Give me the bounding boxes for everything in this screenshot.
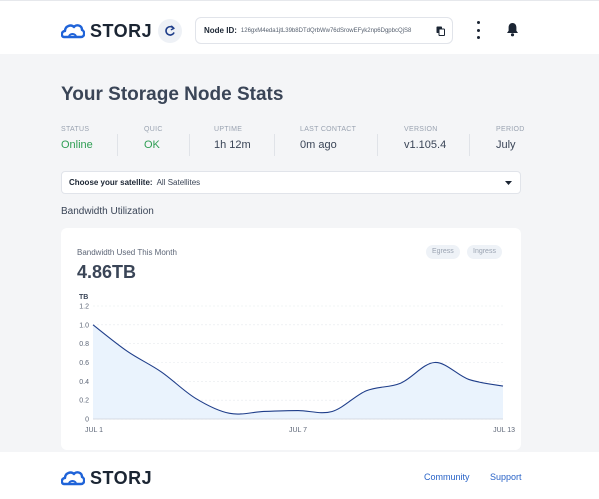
- satellite-select[interactable]: Choose your satellite: All Satellites: [61, 171, 521, 194]
- stat-value: July: [496, 139, 516, 151]
- bandwidth-chart: TB 0 0.2 0.4 0.6 0.8 1.0 1.2 JUL 1 JUL 7 JUL 13: [79, 294, 515, 434]
- stat-value: v1.105.4: [404, 139, 447, 151]
- bandwidth-card: Bandwidth Used This Month 4.86TB Egress …: [61, 228, 521, 450]
- stat-period: PERIOD July: [496, 126, 525, 160]
- page-title: Your Storage Node Stats: [61, 84, 284, 105]
- stat-label: VERSION: [404, 126, 438, 133]
- divider: [377, 134, 378, 156]
- caret-down-icon: [505, 181, 512, 185]
- divider: [469, 134, 470, 156]
- y-tick-label: 0: [85, 417, 89, 424]
- notifications-bell-icon[interactable]: [506, 22, 519, 42]
- stat-status: STATUS Online: [61, 126, 93, 160]
- stat-uptime: UPTIME 1h 12m: [214, 126, 251, 160]
- brand-name: STORJ: [90, 468, 153, 488]
- node-id-label: Node ID:: [204, 26, 237, 35]
- community-link[interactable]: Community: [424, 472, 470, 482]
- stat-label: LAST CONTACT: [300, 126, 357, 133]
- top-bar: STORJ Node ID: 126gxM4eda1jtL39b8DTdQrbW…: [0, 0, 599, 54]
- y-tick-label: 0.2: [79, 398, 89, 405]
- y-tick-label: 0.4: [79, 379, 89, 386]
- stat-label: QUIC: [144, 126, 163, 133]
- satellite-select-label: Choose your satellite:: [69, 178, 153, 187]
- stat-label: PERIOD: [496, 126, 525, 133]
- y-tick-label: 1.0: [79, 322, 89, 329]
- divider: [117, 134, 118, 156]
- card-title: Bandwidth Used This Month: [77, 248, 177, 257]
- x-tick-label: JUL 1: [85, 427, 103, 434]
- bandwidth-line: [92, 324, 504, 415]
- bandwidth-area: [93, 324, 503, 419]
- stat-version: VERSION v1.105.4: [404, 126, 446, 160]
- storj-cloud-icon: [61, 471, 85, 486]
- refresh-icon: [165, 25, 175, 36]
- copy-icon[interactable]: [436, 26, 445, 36]
- stat-value: 1h 12m: [214, 139, 251, 151]
- storj-logo[interactable]: STORJ: [61, 21, 152, 41]
- bandwidth-total: 4.86TB: [77, 262, 137, 282]
- refresh-button[interactable]: [158, 19, 182, 43]
- stat-last-contact: LAST CONTACT 0m ago: [300, 126, 356, 160]
- satellite-select-value: All Satellites: [156, 178, 201, 187]
- section-title: Bandwidth Utilization: [61, 206, 154, 217]
- stat-value: OK: [144, 139, 160, 151]
- divider: [189, 134, 190, 156]
- node-id-field[interactable]: Node ID: 126gxM4eda1jtL39b8DTdQrbWw76dSr…: [195, 17, 453, 44]
- x-tick-label: JUL 13: [493, 427, 515, 434]
- divider: [274, 134, 275, 156]
- stat-label: STATUS: [61, 126, 90, 133]
- y-tick-label: 1.2: [79, 304, 89, 311]
- y-tick-label: 0.8: [79, 341, 89, 348]
- y-tick-label: 0.6: [79, 360, 89, 367]
- x-tick-label: JUL 7: [289, 427, 307, 434]
- footer-storj-logo[interactable]: STORJ: [61, 468, 152, 488]
- stat-label: UPTIME: [214, 126, 243, 133]
- support-link[interactable]: Support: [490, 472, 522, 482]
- stat-value: 0m ago: [300, 139, 337, 151]
- node-id-value: 126gxM4eda1jtL39b8DTdQrbWw76dSrowEFyk2np…: [240, 27, 412, 34]
- stat-value: Online: [61, 139, 93, 151]
- egress-toggle[interactable]: Egress: [426, 245, 460, 259]
- storj-cloud-icon: [61, 24, 85, 39]
- ingress-toggle[interactable]: Ingress: [467, 245, 502, 259]
- brand-name: STORJ: [90, 21, 153, 41]
- y-axis-unit: TB: [79, 294, 88, 301]
- footer: STORJ Community Support: [0, 452, 599, 499]
- more-options-icon[interactable]: [473, 21, 483, 39]
- stat-quic: QUIC OK: [144, 126, 163, 160]
- node-stats-row: STATUS Online QUIC OK UPTIME 1h 12m LAST…: [61, 126, 524, 162]
